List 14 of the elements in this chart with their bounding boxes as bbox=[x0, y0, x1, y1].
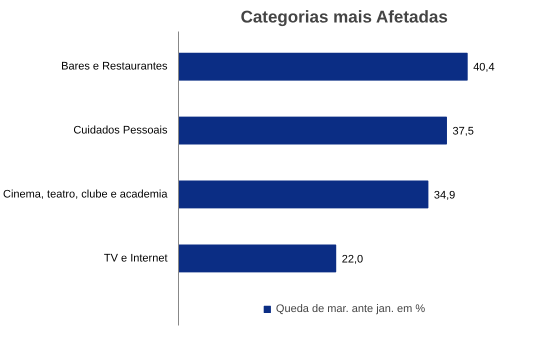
data-label: 22,0 bbox=[342, 253, 364, 266]
chart-title: Categorias mais Afetadas bbox=[240, 8, 448, 26]
legend-label: Queda de mar. ante jan. em % bbox=[276, 303, 426, 315]
bar bbox=[178, 116, 447, 144]
y-tick-label: Cinema, teatro, clube e academia bbox=[3, 188, 168, 200]
y-tick-label: Cuidados Pessoais bbox=[73, 124, 168, 137]
y-tick-label: Bares e Restaurantes bbox=[61, 60, 168, 73]
data-label: 40,4 bbox=[473, 62, 495, 74]
data-label: 37,5 bbox=[452, 126, 474, 138]
y-tick-label: TV e Internet bbox=[104, 252, 168, 264]
bar bbox=[178, 52, 468, 81]
bar bbox=[178, 180, 428, 208]
data-label: 34,9 bbox=[434, 189, 456, 202]
bar bbox=[178, 244, 336, 272]
